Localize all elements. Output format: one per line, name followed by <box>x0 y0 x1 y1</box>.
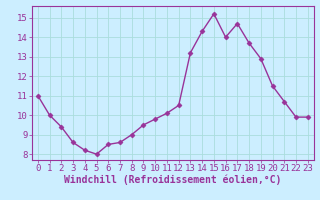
X-axis label: Windchill (Refroidissement éolien,°C): Windchill (Refroidissement éolien,°C) <box>64 175 282 185</box>
